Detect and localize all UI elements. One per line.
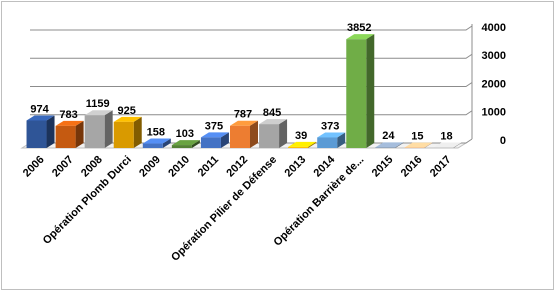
bar-top bbox=[346, 34, 375, 40]
y-tick-label: 2000 bbox=[482, 78, 506, 90]
bar-top bbox=[171, 140, 200, 146]
value-label: 39 bbox=[295, 130, 307, 142]
bar-top bbox=[55, 120, 84, 126]
bar-top bbox=[433, 142, 462, 148]
bar-top bbox=[259, 119, 288, 125]
value-label: 787 bbox=[234, 109, 252, 121]
bar bbox=[171, 145, 192, 148]
bar bbox=[346, 39, 367, 148]
value-label: 15 bbox=[411, 130, 423, 142]
bar bbox=[113, 121, 134, 148]
value-label: 1159 bbox=[86, 98, 110, 110]
bar-top bbox=[288, 141, 317, 147]
bar-top bbox=[84, 110, 113, 116]
bar-side bbox=[162, 138, 171, 148]
bar-top bbox=[404, 142, 433, 148]
bar bbox=[55, 125, 76, 148]
y-tick-label: 1000 bbox=[482, 107, 506, 119]
y-tick-label: 0 bbox=[500, 135, 506, 147]
bar-top bbox=[375, 142, 404, 148]
bar bbox=[230, 125, 250, 148]
bar-side bbox=[337, 132, 346, 148]
grid-line bbox=[30, 82, 473, 87]
bar-side bbox=[279, 119, 288, 148]
value-label: 24 bbox=[382, 130, 395, 142]
bar bbox=[433, 147, 454, 148]
bar bbox=[142, 143, 163, 148]
bar bbox=[288, 146, 309, 148]
bar-top bbox=[317, 132, 346, 138]
value-label: 845 bbox=[263, 107, 281, 119]
value-label: 158 bbox=[147, 126, 165, 138]
value-label: 925 bbox=[118, 105, 136, 117]
value-label: 783 bbox=[59, 109, 77, 121]
bar-side bbox=[46, 115, 55, 148]
bar-side bbox=[453, 142, 462, 148]
bar bbox=[375, 147, 396, 148]
grid-line bbox=[30, 110, 473, 116]
bar-top bbox=[26, 115, 55, 121]
bar-top bbox=[142, 138, 171, 144]
bar-side bbox=[75, 120, 84, 148]
bar-top bbox=[113, 116, 142, 122]
value-label: 375 bbox=[205, 120, 223, 132]
value-label: 974 bbox=[30, 103, 49, 115]
bar-side bbox=[424, 142, 433, 148]
value-label: 3852 bbox=[347, 22, 371, 34]
bar-top bbox=[200, 132, 229, 138]
bar bbox=[84, 115, 105, 148]
bar-top bbox=[230, 120, 258, 126]
bar-side bbox=[366, 34, 375, 148]
bar bbox=[26, 120, 47, 148]
bar-side bbox=[308, 141, 317, 148]
value-label: 103 bbox=[176, 128, 194, 140]
y-tick-label: 3000 bbox=[482, 50, 506, 62]
bar-side bbox=[395, 142, 404, 148]
bar bbox=[200, 137, 221, 148]
bar-side bbox=[133, 116, 142, 148]
value-label: 373 bbox=[321, 120, 339, 132]
y-tick-label: 4000 bbox=[482, 22, 506, 34]
value-label: 18 bbox=[440, 130, 452, 142]
bar-side bbox=[250, 120, 258, 148]
grid-line bbox=[30, 53, 473, 59]
bar-side bbox=[191, 140, 200, 148]
grid-line bbox=[30, 25, 473, 31]
bar-side bbox=[220, 132, 229, 148]
bar-side bbox=[104, 110, 113, 148]
bar bbox=[317, 137, 338, 148]
bar bbox=[259, 124, 280, 148]
